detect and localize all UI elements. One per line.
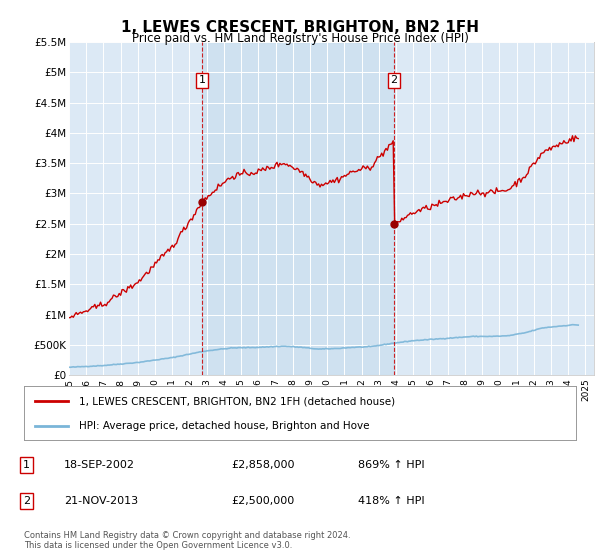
Text: 1: 1 <box>199 75 205 85</box>
Text: Price paid vs. HM Land Registry's House Price Index (HPI): Price paid vs. HM Land Registry's House … <box>131 32 469 45</box>
Bar <box>202 42 394 375</box>
Text: 21-NOV-2013: 21-NOV-2013 <box>64 496 138 506</box>
Text: 18-SEP-2002: 18-SEP-2002 <box>64 460 135 470</box>
Text: 869% ↑ HPI: 869% ↑ HPI <box>358 460 424 470</box>
Text: Contains HM Land Registry data © Crown copyright and database right 2024.
This d: Contains HM Land Registry data © Crown c… <box>24 531 350 550</box>
Text: 2: 2 <box>23 496 30 506</box>
Text: 2: 2 <box>391 75 398 85</box>
Text: 418% ↑ HPI: 418% ↑ HPI <box>358 496 424 506</box>
Text: 1, LEWES CRESCENT, BRIGHTON, BN2 1FH (detached house): 1, LEWES CRESCENT, BRIGHTON, BN2 1FH (de… <box>79 396 395 407</box>
Text: HPI: Average price, detached house, Brighton and Hove: HPI: Average price, detached house, Brig… <box>79 421 370 431</box>
Text: 1, LEWES CRESCENT, BRIGHTON, BN2 1FH: 1, LEWES CRESCENT, BRIGHTON, BN2 1FH <box>121 20 479 35</box>
Text: £2,858,000: £2,858,000 <box>231 460 295 470</box>
Text: £2,500,000: £2,500,000 <box>231 496 294 506</box>
Text: 1: 1 <box>23 460 30 470</box>
